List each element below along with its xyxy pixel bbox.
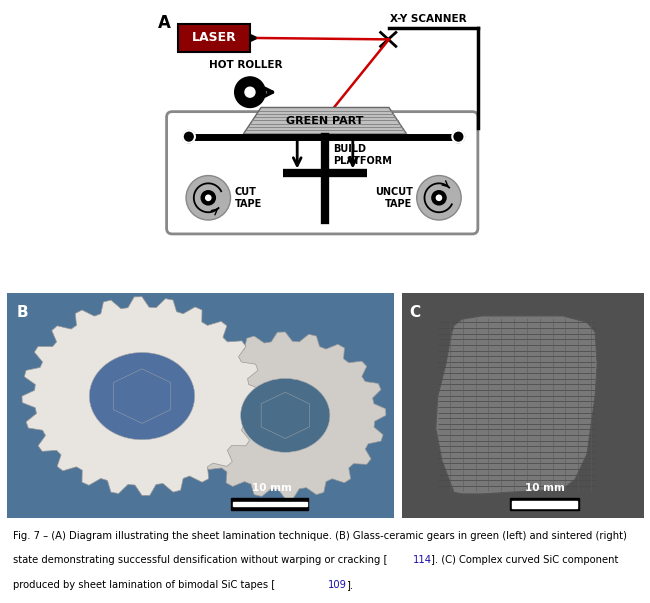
Circle shape <box>452 130 465 143</box>
Bar <box>233 502 307 506</box>
Text: X-Y SCANNER: X-Y SCANNER <box>390 13 467 24</box>
Text: BUILD
PLATFORM: BUILD PLATFORM <box>333 144 392 165</box>
Text: ]. (C) Complex curved SiC component: ]. (C) Complex curved SiC component <box>431 555 618 565</box>
Text: CUT
TAPE: CUT TAPE <box>235 187 262 209</box>
Text: Fig. 7 – (A) Diagram illustrating the sheet lamination technique. (B) Glass-cera: Fig. 7 – (A) Diagram illustrating the sh… <box>13 531 627 541</box>
Circle shape <box>235 77 265 107</box>
Circle shape <box>89 353 194 440</box>
Text: GREEN PART: GREEN PART <box>286 116 364 125</box>
FancyBboxPatch shape <box>177 24 250 52</box>
Polygon shape <box>436 316 597 494</box>
FancyBboxPatch shape <box>166 112 478 234</box>
Circle shape <box>417 175 462 220</box>
Circle shape <box>431 190 447 206</box>
Text: LASER: LASER <box>192 31 236 45</box>
Circle shape <box>200 190 216 206</box>
Text: B: B <box>16 305 28 320</box>
Circle shape <box>245 87 255 97</box>
Bar <box>233 499 307 508</box>
Text: 10 mm: 10 mm <box>252 483 292 493</box>
Circle shape <box>205 194 212 201</box>
Text: 114: 114 <box>413 555 432 565</box>
Polygon shape <box>261 393 309 438</box>
Text: HOT ROLLER: HOT ROLLER <box>209 60 283 70</box>
Bar <box>231 497 309 510</box>
Text: produced by sheet lamination of bimodal SiC tapes [: produced by sheet lamination of bimodal … <box>13 579 275 590</box>
Text: 10 mm: 10 mm <box>525 483 565 493</box>
Text: C: C <box>410 305 421 320</box>
Circle shape <box>240 379 330 452</box>
Polygon shape <box>185 332 386 499</box>
Text: 109: 109 <box>328 579 347 590</box>
Polygon shape <box>242 107 408 137</box>
Circle shape <box>186 175 231 220</box>
Bar <box>512 501 577 508</box>
Polygon shape <box>22 297 262 496</box>
Text: state demonstrating successful densification without warping or cracking [: state demonstrating successful densifica… <box>13 555 387 565</box>
Text: UNCUT
TAPE: UNCUT TAPE <box>374 187 413 209</box>
Polygon shape <box>250 34 258 42</box>
Bar <box>510 497 579 510</box>
Circle shape <box>183 130 195 143</box>
Text: ].: ]. <box>346 579 353 590</box>
Polygon shape <box>114 369 170 423</box>
Circle shape <box>436 194 442 201</box>
Text: A: A <box>158 14 171 33</box>
